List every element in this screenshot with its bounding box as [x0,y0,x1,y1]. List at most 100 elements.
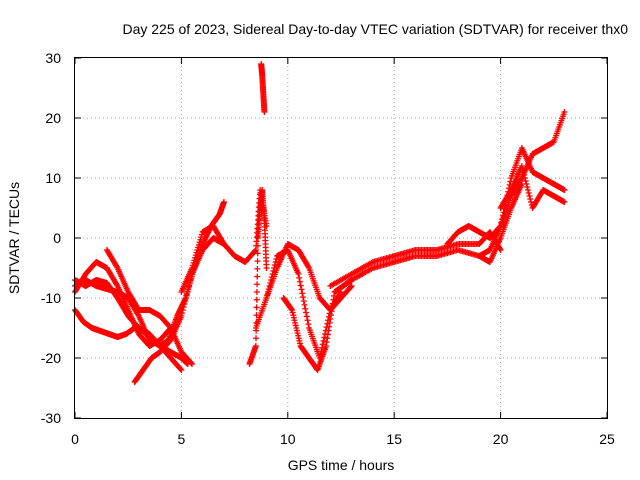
data-point [185,286,192,292]
data-point [254,281,261,288]
data-point [300,298,307,304]
data-point [305,321,312,328]
data-point [178,367,185,373]
y-tick-labels: -30 -20 -10 0 10 20 30 [41,50,61,426]
axis-ticks [74,57,608,419]
data-point [296,274,303,281]
data-point [113,263,120,270]
y-tick-label: 0 [53,230,61,246]
data-point [177,366,184,373]
data-point [273,256,280,262]
data-point [499,212,506,219]
grid-lines [75,58,607,418]
data-point [254,258,261,265]
chart-title: Day 225 of 2023, Sidereal Day-to-day VTE… [122,21,628,37]
data-point [181,301,188,307]
data-point [269,271,276,277]
data-series [72,61,568,385]
series-track-5 [103,247,196,367]
data-point [525,190,532,196]
data-point [254,250,261,257]
data-point [113,281,120,288]
data-point [271,265,278,271]
data-point [263,295,270,301]
data-point [304,317,311,324]
series-track-13 [444,109,568,247]
data-point [498,219,505,226]
data-point [265,286,272,292]
series-spike-a [246,187,270,367]
data-point [499,216,506,223]
y-tick-label: 30 [45,50,61,66]
data-point [521,175,528,181]
data-point [263,265,270,271]
data-point [252,343,259,349]
x-tick-label: 5 [178,431,186,447]
data-point [254,242,261,249]
data-point [183,292,190,298]
data-point [303,309,310,316]
series-track-15 [497,163,568,211]
y-tick-label: -30 [41,410,61,426]
data-point [497,247,504,253]
data-point [523,181,530,187]
series-track-12 [348,181,525,283]
x-tick-labels: 0 5 10 15 20 25 [71,431,615,447]
data-point [298,286,305,293]
data-point [135,311,142,318]
y-tick-label: -10 [41,290,61,306]
data-point [182,295,189,301]
data-point [319,341,326,348]
data-point [302,305,309,312]
x-tick-label: 25 [599,431,615,447]
data-point [254,273,261,280]
data-point [261,109,268,115]
y-tick-label: 20 [45,110,61,126]
data-point [296,278,303,285]
x-tick-label: 20 [493,431,509,447]
data-point [524,184,531,190]
data-point [264,292,271,298]
data-point [305,263,312,270]
data-point [348,283,355,289]
data-point [320,337,327,344]
data-point [186,283,192,289]
data-point [300,294,306,301]
data-point [497,223,504,229]
data-point [520,169,527,175]
data-point [301,301,308,308]
data-point [268,277,275,283]
y-tick-label: 10 [45,170,61,186]
data-point [561,199,568,205]
data-point [266,283,273,289]
data-point [299,290,306,297]
data-point [180,304,187,310]
data-point [297,282,304,289]
data-point [561,187,568,193]
x-tick-label: 15 [386,431,402,447]
data-point [500,209,507,216]
data-point [524,187,531,193]
series-track-11 [327,229,504,289]
data-point [270,268,277,274]
data-point [253,296,260,303]
data-point [521,172,528,178]
data-point [501,205,508,212]
data-point [295,271,302,277]
data-point [189,361,196,367]
data-point [526,193,533,199]
data-point [347,283,354,290]
data-point [265,289,272,295]
series-track-3 [72,199,227,349]
data-point [528,199,534,205]
data-point [188,360,195,367]
x-axis-label: GPS time / hours [288,457,395,473]
y-axis-label: SDTVAR / TECUs [6,182,22,294]
x-tick-label: 0 [71,431,79,447]
data-point [184,289,191,295]
data-point [522,178,529,184]
data-point [253,335,260,342]
data-point [179,307,186,313]
data-point [253,304,260,311]
